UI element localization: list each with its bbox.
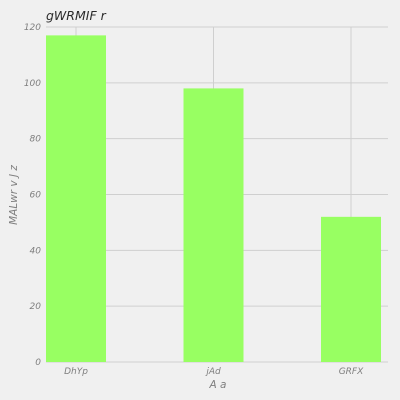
x-tick-label: jAd (204, 367, 221, 377)
bar-jad (183, 88, 244, 363)
x-axis-label: A a (209, 379, 227, 391)
x-tick-label: GRFX (339, 367, 364, 377)
y-tick-label: 60 (30, 191, 42, 201)
bars (46, 35, 381, 363)
tick-labels: 0 20 40 60 80 100 120 DhYp jAd GRFX (24, 23, 364, 377)
y-axis-label: MALwr v J z (8, 165, 20, 225)
y-tick-label: 120 (24, 23, 41, 33)
y-tick-label: 0 (35, 358, 41, 368)
x-tick-label: DhYp (64, 367, 88, 377)
bar-dhyp (46, 35, 106, 362)
y-tick-label: 80 (30, 135, 42, 145)
chart-title: gWRMIF r (46, 8, 107, 23)
y-tick-label: 20 (30, 302, 42, 312)
y-tick-label: 40 (30, 246, 42, 256)
y-tick-label: 100 (24, 79, 41, 89)
bar-grfx (321, 216, 381, 362)
